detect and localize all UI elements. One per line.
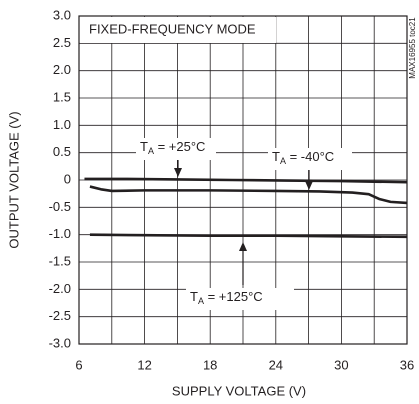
label-sub: A <box>148 146 154 156</box>
x-tick-label: 12 <box>137 357 151 372</box>
y-tick-label: 2.0 <box>53 62 71 77</box>
title-box <box>80 17 276 43</box>
x-tick-label: 6 <box>75 357 82 372</box>
x-tick-label: 30 <box>334 357 348 372</box>
y-tick-label: -1.5 <box>49 253 71 268</box>
x-tick-label: 36 <box>400 357 414 372</box>
y-tick-label: -3.0 <box>49 335 71 350</box>
label-base: T <box>140 139 148 154</box>
arrow-head <box>174 168 182 177</box>
label-text: = +125°C <box>204 289 263 304</box>
x-axis-label: SUPPLY VOLTAGE (V) <box>172 383 306 398</box>
y-tick-label: -1.0 <box>49 226 71 241</box>
arrow-head <box>305 181 313 190</box>
y-tick-label: -2.5 <box>49 308 71 323</box>
y-tick-label: 1.5 <box>53 89 71 104</box>
series-line <box>89 185 408 205</box>
label-text: = +25°C <box>154 139 205 154</box>
plot-frame <box>78 15 408 345</box>
annotation-bg <box>136 138 216 160</box>
x-tick-label: 24 <box>269 357 283 372</box>
side-label: MAX16955 toc21 <box>408 17 417 79</box>
arrow-head <box>239 242 247 251</box>
label-sub: A <box>198 296 204 306</box>
series-line <box>89 233 408 239</box>
label-text: = -40°C <box>286 149 334 164</box>
y-tick-label: -2.0 <box>49 281 71 296</box>
label-sub: A <box>280 156 286 166</box>
y-tick-label: 3.0 <box>53 7 71 22</box>
y-tick-label: -0.5 <box>49 199 71 214</box>
y-axis-label: OUTPUT VOLTAGE (V) <box>6 111 21 248</box>
y-tick-label: 2.5 <box>53 35 71 50</box>
chart-title: FIXED-FREQUENCY MODE <box>89 21 256 36</box>
annotation-bg <box>186 288 294 310</box>
legend-label: TA = +25°C <box>140 139 205 156</box>
series-line <box>84 177 408 184</box>
label-base: T <box>272 149 280 164</box>
y-tick-label: 0 <box>64 171 71 186</box>
x-tick-label: 18 <box>203 357 217 372</box>
legend-label: TA = +125°C <box>190 289 263 306</box>
legend-label: TA = -40°C <box>272 149 334 166</box>
annotation-bg <box>268 148 352 170</box>
label-base: T <box>190 289 198 304</box>
y-tick-label: 1.0 <box>53 117 71 132</box>
y-tick-label: 0.5 <box>53 144 71 159</box>
